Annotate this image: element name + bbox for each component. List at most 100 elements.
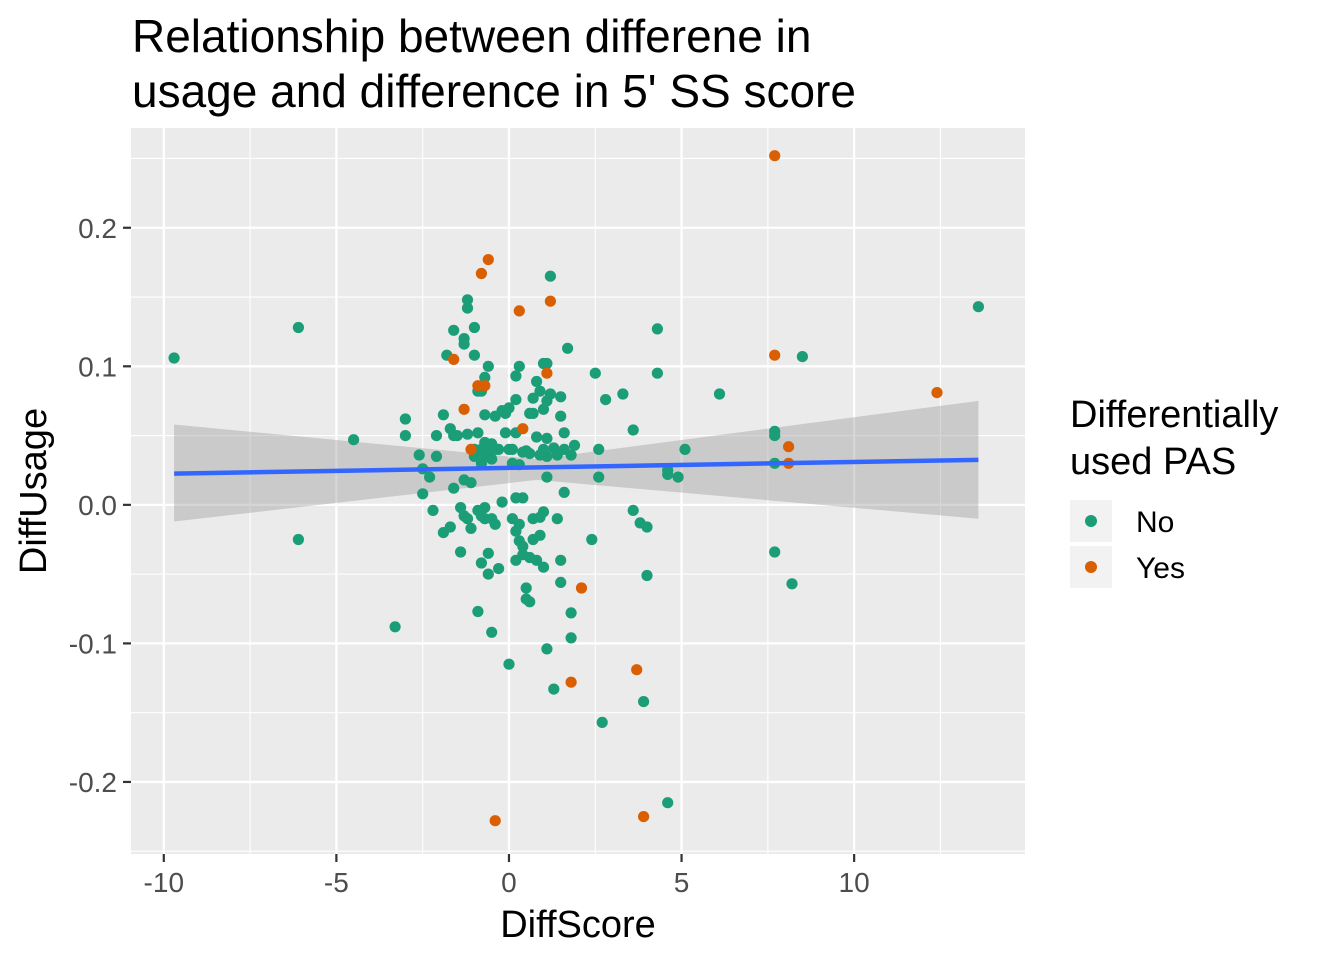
point-yes-15	[638, 811, 650, 823]
point-no-41	[472, 427, 484, 439]
point-no-92	[520, 582, 532, 594]
point-no-66	[493, 563, 505, 575]
point-no-83	[513, 360, 525, 372]
point-yes-11	[544, 295, 557, 307]
point-no-140	[593, 443, 605, 455]
point-yes-13	[575, 582, 588, 594]
grid-major	[131, 128, 1025, 854]
legend-title-line-2: used PAS	[1070, 441, 1236, 483]
point-no-108	[534, 529, 546, 541]
point-no-146	[627, 504, 639, 516]
legend-title-line-1: Differentially	[1070, 394, 1278, 436]
point-no-129	[555, 576, 567, 589]
point-no-96	[524, 596, 536, 608]
point-no-31	[461, 428, 474, 440]
x-tick-label-0: -10	[144, 867, 184, 898]
y-tick-label-1: -0.1	[69, 628, 117, 659]
point-no-11	[427, 504, 439, 516]
point-no-149	[641, 569, 653, 582]
point-no-30	[461, 302, 474, 314]
point-no-10	[424, 471, 436, 483]
point-yes-4	[475, 267, 487, 280]
point-yes-0	[448, 353, 460, 365]
point-no-123	[548, 683, 560, 695]
point-no-95	[524, 448, 536, 460]
point-no-158	[713, 388, 726, 400]
point-no-29	[461, 294, 474, 306]
point-yes-20	[931, 387, 943, 399]
point-no-139	[589, 367, 601, 379]
legend-marker-no	[1085, 515, 1097, 527]
point-no-1	[292, 321, 304, 334]
point-no-157	[679, 443, 691, 455]
point-no-132	[558, 486, 570, 498]
point-no-125	[551, 513, 563, 525]
point-no-103	[531, 431, 543, 443]
point-no-48	[479, 371, 491, 383]
point-no-52	[479, 502, 491, 514]
y-tick-label-2: 0.0	[78, 490, 117, 521]
point-no-104	[531, 554, 543, 566]
point-no-163	[786, 578, 798, 590]
point-no-133	[562, 342, 574, 354]
point-no-57	[482, 568, 494, 580]
point-no-6	[399, 430, 411, 442]
point-no-156	[672, 471, 684, 483]
point-no-13	[430, 450, 443, 462]
x-tick-label-1: -5	[324, 867, 349, 898]
legend-marker-yes	[1085, 561, 1097, 573]
point-no-118	[541, 471, 553, 483]
point-yes-8	[513, 305, 525, 317]
point-no-73	[503, 658, 515, 670]
point-yes-6	[482, 254, 494, 266]
point-no-70	[499, 427, 512, 439]
point-no-14	[437, 409, 449, 421]
point-no-119	[541, 643, 553, 655]
x-axis-title: DiffScore	[500, 904, 656, 946]
point-yes-12	[565, 676, 577, 688]
point-no-160	[769, 430, 781, 442]
point-no-155	[662, 797, 674, 809]
point-no-78	[510, 394, 522, 406]
legend: Differentially used PAS No Yes	[1070, 394, 1278, 588]
point-no-162	[769, 546, 781, 558]
legend-label-no: No	[1136, 506, 1174, 539]
y-axis-title: DiffUsage	[13, 408, 55, 574]
point-no-143	[600, 394, 612, 406]
point-yes-10	[541, 367, 553, 379]
point-no-135	[565, 632, 577, 644]
point-no-59	[486, 453, 498, 465]
x-tick-label-4: 10	[839, 867, 870, 898]
point-yes-17	[769, 349, 781, 361]
point-no-22	[451, 430, 463, 442]
point-no-136	[565, 607, 577, 619]
point-no-76	[506, 443, 518, 455]
point-yes-18	[783, 441, 795, 453]
point-no-117	[541, 450, 553, 462]
point-no-77	[510, 370, 522, 382]
point-no-114	[541, 357, 553, 370]
y-axis: -0.2 -0.1 0.0 0.1 0.2	[69, 213, 131, 798]
point-no-150	[641, 521, 653, 533]
point-no-126	[555, 391, 567, 403]
point-no-19	[448, 324, 460, 336]
series-no	[168, 270, 985, 809]
point-no-120	[544, 270, 557, 282]
point-no-0	[168, 352, 180, 364]
point-no-138	[586, 533, 598, 546]
legend-label-yes: Yes	[1136, 552, 1185, 585]
point-no-9	[417, 488, 429, 500]
point-no-4	[389, 621, 401, 633]
y-tick-label-4: 0.2	[78, 213, 117, 244]
point-no-130	[558, 427, 570, 439]
point-no-64	[489, 518, 501, 530]
regression-line	[174, 457, 979, 476]
point-no-165	[972, 301, 985, 313]
point-no-5	[399, 413, 411, 425]
point-no-142	[596, 716, 608, 729]
y-tick-label-3: 0.1	[78, 351, 117, 382]
points-layer	[168, 150, 985, 827]
chart-title-line-1: Relationship between differene in	[132, 10, 811, 62]
point-no-144	[617, 388, 629, 400]
